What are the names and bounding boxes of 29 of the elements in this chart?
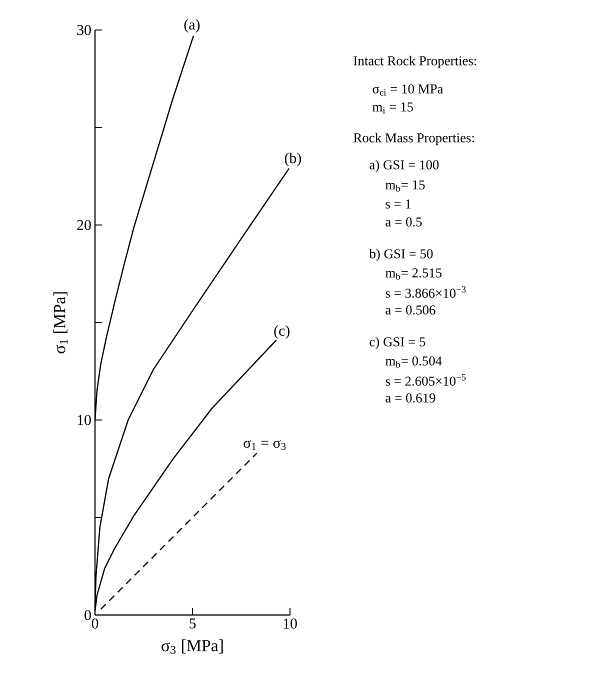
x-tick-label: 5: [190, 618, 196, 628]
text: b) GSI = 50: [369, 248, 433, 262]
y-axis-title: σ$_{1}$ [MPa]: [53, 292, 68, 354]
x-axis-title: σ$_{3}$ [MPa]: [162, 639, 223, 654]
y-tick-label: 10: [78, 414, 91, 426]
text: s = 3.866×10$^{−3}$: [386, 286, 466, 298]
text: a = 0.506: [386, 305, 436, 315]
text: σ$_{ci}$ = 10 MPa: [372, 84, 444, 96]
text: s = 2.605×10$^{−5}$: [386, 374, 466, 386]
text: m$_{b}$= 2.515: [385, 268, 442, 280]
y-tick-label: 30: [77, 24, 91, 36]
text: s = 1: [386, 199, 411, 208]
annotation: (c): [274, 325, 290, 339]
text: Rock Mass Properties:: [354, 132, 474, 146]
annotation: (b): [284, 152, 302, 166]
x-tick-label: 0: [92, 618, 98, 629]
text: a) GSI = 100: [370, 160, 439, 172]
text: a = 0.619: [386, 393, 436, 403]
text: c) GSI = 5: [370, 336, 426, 350]
x-tick-label: 10: [284, 618, 297, 629]
text: a = 0.5: [386, 217, 422, 227]
text: Intact Rock Properties:: [354, 56, 476, 68]
y-tick-label: 0: [84, 610, 91, 620]
y-tick-label: 20: [77, 220, 91, 230]
annotation: (a): [184, 19, 200, 33]
text: m$_{i}$ = 15: [372, 102, 414, 114]
annotation: σ$_{1}$ = σ$_{3}$: [244, 440, 286, 450]
text: m$_{b}$= 0.504: [385, 356, 442, 368]
text: m$_{b}$= 15: [385, 180, 425, 192]
